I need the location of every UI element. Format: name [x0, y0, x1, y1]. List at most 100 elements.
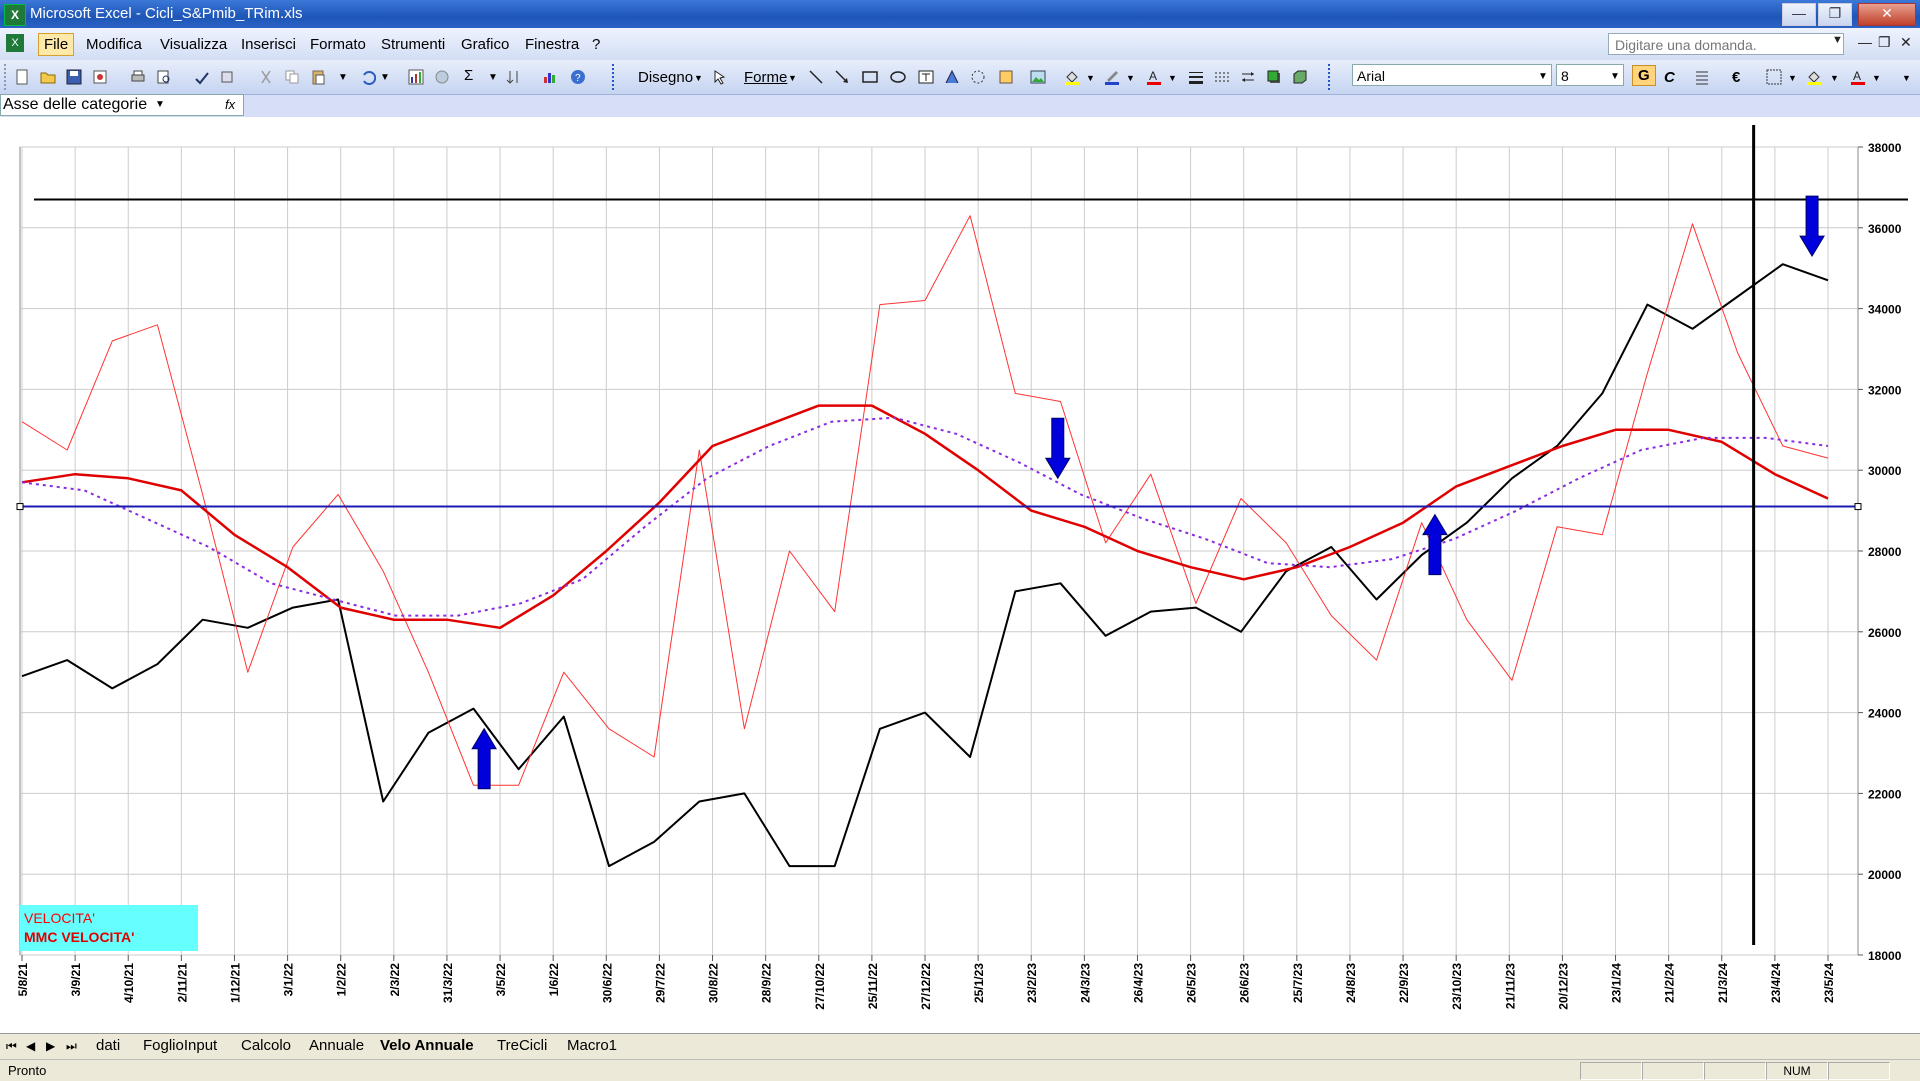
save-icon[interactable]: [66, 69, 82, 85]
diagram-icon[interactable]: [970, 69, 986, 85]
arrow-tool-icon[interactable]: [834, 69, 850, 85]
menu-help[interactable]: ?: [592, 36, 601, 53]
euro-button[interactable]: €: [1732, 69, 1741, 86]
menu-visualizza[interactable]: Visualizza: [160, 36, 228, 53]
undo-dropdown-icon[interactable]: ▼: [380, 72, 390, 83]
drawing-menu[interactable]: Disegno: [638, 69, 694, 86]
menu-grafico[interactable]: Grafico: [461, 36, 510, 53]
arrow-style-icon[interactable]: [1240, 69, 1256, 85]
series-line-3[interactable]: [21, 416, 1829, 617]
research-icon[interactable]: [220, 69, 236, 85]
chart-area[interactable]: 18000 20000 22000 24000 26000 28000 30000 32000…: [0, 117, 1920, 1033]
line-tool-icon[interactable]: [808, 69, 824, 85]
next-sheet-button[interactable]: ▶: [46, 1039, 56, 1053]
tab-annuale[interactable]: Annuale: [309, 1037, 365, 1054]
tab-dati[interactable]: dati: [96, 1037, 121, 1054]
shapes-menu[interactable]: Forme: [744, 69, 788, 86]
doc-restore-button[interactable]: ❐: [1878, 34, 1891, 50]
menu-finestra[interactable]: Finestra: [525, 36, 580, 53]
toolbar-grip-2[interactable]: [612, 64, 618, 90]
maximize-button[interactable]: ❐: [1818, 3, 1852, 26]
font-color-icon[interactable]: A: [1146, 69, 1162, 85]
tab-trecicli[interactable]: TreCicli: [497, 1037, 548, 1054]
series-line-1[interactable]: [21, 215, 1829, 786]
cell-fill-color-icon[interactable]: [1806, 69, 1822, 85]
chart-svg[interactable]: 18000 20000 22000 24000 26000 28000 30000 32000…: [0, 117, 1920, 1033]
menu-inserisci[interactable]: Inserisci: [241, 36, 297, 53]
font-size-dropdown-icon[interactable]: ▼: [1610, 71, 1620, 82]
toolbar-options-icon[interactable]: ▼: [1902, 73, 1911, 83]
tab-foglioinput[interactable]: FoglioInput: [143, 1037, 218, 1054]
first-sheet-button[interactable]: ⏮: [6, 1039, 17, 1053]
selection-handle-right[interactable]: [1854, 503, 1862, 511]
fill-color-icon[interactable]: [1064, 69, 1080, 85]
chart-wizard-icon[interactable]: [408, 69, 424, 85]
prev-sheet-button[interactable]: ◀: [26, 1039, 36, 1053]
drawing-dropdown-icon[interactable]: ▼: [694, 73, 703, 83]
name-box[interactable]: Asse delle categorie ▼ fx: [0, 94, 244, 116]
italic-button[interactable]: C: [1664, 69, 1675, 86]
series-line-0[interactable]: [21, 263, 1829, 868]
open-folder-icon[interactable]: [40, 69, 56, 85]
borders-dropdown-icon[interactable]: ▼: [1788, 73, 1797, 83]
cell-font-color-dropdown-icon[interactable]: ▼: [1872, 73, 1881, 83]
picture-icon[interactable]: [1030, 69, 1046, 85]
cell-font-color-icon[interactable]: A: [1850, 69, 1866, 85]
rectangle-tool-icon[interactable]: [862, 69, 878, 85]
font-color-dropdown-icon[interactable]: ▼: [1168, 73, 1177, 83]
sort-icon[interactable]: [506, 69, 522, 85]
select-pointer-icon[interactable]: [712, 69, 728, 85]
copy-icon[interactable]: [284, 69, 300, 85]
menu-formato[interactable]: Formato: [310, 36, 366, 53]
line-color-icon[interactable]: [1104, 69, 1120, 85]
help-icon[interactable]: ?: [570, 69, 586, 85]
name-box-dropdown-icon[interactable]: ▼: [155, 99, 165, 110]
minimize-button[interactable]: —: [1782, 3, 1816, 26]
tab-macro1[interactable]: Macro1: [567, 1037, 618, 1054]
ask-dropdown-icon[interactable]: ▼: [1832, 34, 1843, 46]
ask-question-input[interactable]: Digitare una domanda.: [1608, 33, 1844, 55]
undo-icon[interactable]: [360, 69, 376, 85]
shapes-dropdown-icon[interactable]: ▼: [788, 73, 797, 83]
tab-velo-annuale[interactable]: Velo Annuale: [380, 1037, 474, 1054]
arrow-up-0[interactable]: [471, 727, 498, 790]
close-button[interactable]: ✕: [1858, 3, 1916, 26]
selection-handle-left[interactable]: [16, 503, 24, 511]
menu-modifica[interactable]: Modifica: [86, 36, 142, 53]
wordart-icon[interactable]: [944, 69, 960, 85]
shadow-style-icon[interactable]: [1266, 69, 1282, 85]
arrow-down-1[interactable]: [1044, 417, 1071, 480]
font-name-dropdown-icon[interactable]: ▼: [1538, 71, 1548, 82]
arrow-up-2[interactable]: [1422, 513, 1448, 576]
legend-box[interactable]: VELOCITA' MMC VELOCITA': [20, 905, 198, 951]
autosum-icon[interactable]: Σ: [464, 67, 474, 84]
tab-calcolo[interactable]: Calcolo: [241, 1037, 292, 1054]
paste-icon[interactable]: [310, 69, 326, 85]
hyperlink-icon[interactable]: [434, 69, 450, 85]
doc-minimize-button[interactable]: —: [1858, 34, 1872, 50]
arrow-down-3[interactable]: [1799, 195, 1825, 258]
print-preview-icon[interactable]: [156, 69, 172, 85]
print-icon[interactable]: [130, 69, 146, 85]
paste-dropdown-icon[interactable]: ▼: [338, 72, 348, 83]
line-style-icon[interactable]: [1188, 69, 1204, 85]
permission-icon[interactable]: [92, 69, 108, 85]
fill-color-dropdown-icon[interactable]: ▼: [1086, 73, 1095, 83]
bold-button[interactable]: G: [1632, 65, 1656, 86]
font-name-select[interactable]: Arial: [1352, 64, 1552, 86]
menu-file[interactable]: File: [38, 33, 75, 56]
clipart-icon[interactable]: [998, 69, 1014, 85]
font-size-select[interactable]: 8: [1556, 64, 1624, 86]
chart-icon[interactable]: [542, 69, 558, 85]
dash-style-icon[interactable]: [1214, 69, 1230, 85]
last-sheet-button[interactable]: ⏭: [66, 1039, 77, 1053]
toolbar-grip-3[interactable]: [1328, 64, 1334, 90]
excel-icon[interactable]: X: [4, 4, 26, 26]
menu-strumenti[interactable]: Strumenti: [381, 36, 446, 53]
cell-fill-dropdown-icon[interactable]: ▼: [1830, 73, 1839, 83]
align-icon[interactable]: [1694, 69, 1710, 85]
spelling-icon[interactable]: [194, 69, 210, 85]
borders-icon[interactable]: [1766, 69, 1782, 85]
fx-icon[interactable]: fx: [225, 97, 236, 112]
toolbar-grip[interactable]: [4, 64, 10, 90]
